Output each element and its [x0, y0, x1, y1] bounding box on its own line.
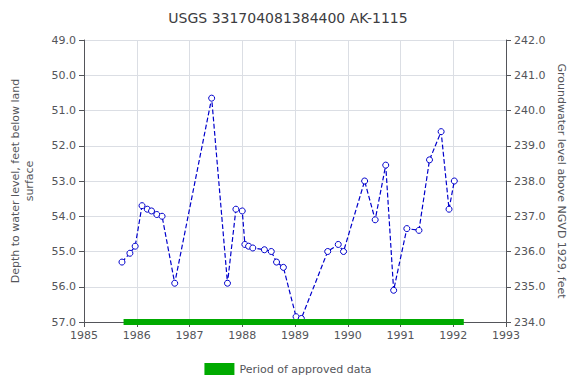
svg-text:1990: 1990 [334, 329, 362, 342]
svg-text:1985: 1985 [70, 329, 98, 342]
svg-text:1986: 1986 [123, 329, 151, 342]
svg-text:235.0: 235.0 [514, 280, 546, 293]
svg-text:55.0: 55.0 [52, 245, 77, 258]
svg-text:1989: 1989 [281, 329, 309, 342]
svg-text:53.0: 53.0 [52, 175, 77, 188]
svg-text:52.0: 52.0 [52, 139, 77, 152]
svg-text:237.0: 237.0 [514, 210, 546, 223]
svg-text:239.0: 239.0 [514, 139, 546, 152]
svg-text:51.0: 51.0 [52, 104, 77, 117]
svg-text:238.0: 238.0 [514, 175, 546, 188]
svg-text:1987: 1987 [176, 329, 204, 342]
svg-text:Groundwater level above NGVD 1: Groundwater level above NGVD 1929, feet [555, 63, 568, 299]
svg-text:1988: 1988 [228, 329, 256, 342]
svg-text:241.0: 241.0 [514, 69, 546, 82]
svg-text:236.0: 236.0 [514, 245, 546, 258]
svg-text:240.0: 240.0 [514, 104, 546, 117]
svg-text:56.0: 56.0 [52, 280, 77, 293]
svg-text:49.0: 49.0 [52, 34, 77, 47]
svg-text:1992: 1992 [439, 329, 467, 342]
svg-text:Period of approved data: Period of approved data [239, 363, 371, 376]
svg-text:234.0: 234.0 [514, 316, 546, 329]
svg-text:Depth to water level, feet bel: Depth to water level, feet below land [9, 79, 22, 284]
svg-text:54.0: 54.0 [52, 210, 77, 223]
svg-text:1993: 1993 [492, 329, 520, 342]
svg-text:USGS 331704081384400 AK-1115: USGS 331704081384400 AK-1115 [168, 10, 407, 26]
svg-text:1991: 1991 [387, 329, 415, 342]
svg-text:57.0: 57.0 [52, 316, 77, 329]
svg-text:50.0: 50.0 [52, 69, 77, 82]
svg-text:242.0: 242.0 [514, 34, 546, 47]
svg-text:surface: surface [23, 160, 36, 201]
